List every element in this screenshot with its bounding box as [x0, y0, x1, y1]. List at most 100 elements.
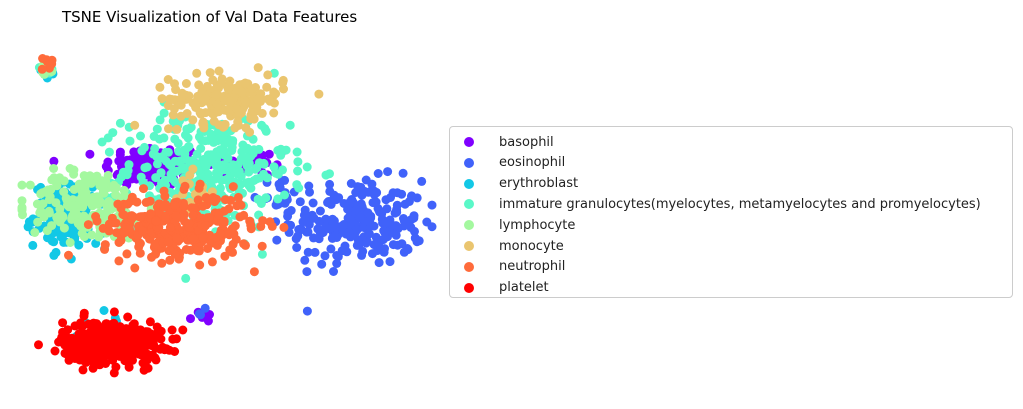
data-point	[65, 238, 75, 247]
data-point	[324, 224, 334, 234]
data-point	[113, 199, 123, 209]
data-point	[309, 213, 319, 223]
data-point	[184, 91, 194, 101]
legend-marker	[464, 137, 474, 147]
data-point	[165, 223, 175, 232]
data-point	[159, 186, 169, 196]
legend-label: eosinophil	[499, 155, 566, 171]
data-point	[166, 169, 176, 179]
data-point	[56, 232, 66, 242]
data-point	[134, 341, 144, 351]
data-point	[397, 239, 407, 249]
data-point	[159, 108, 169, 118]
data-point	[126, 354, 136, 364]
data-point	[294, 225, 304, 234]
data-point	[259, 159, 269, 169]
data-point	[30, 228, 40, 237]
legend-label: erythroblast	[499, 176, 579, 192]
data-point	[247, 84, 257, 94]
data-point	[103, 170, 113, 180]
legend: basophil eosinophil erythroblast immature g…	[449, 126, 1013, 298]
data-point	[385, 257, 395, 267]
data-point	[170, 201, 180, 210]
data-point	[119, 210, 129, 220]
data-point	[159, 133, 169, 143]
data-point	[383, 167, 393, 177]
data-point	[163, 237, 173, 247]
data-point	[59, 187, 69, 197]
data-point	[76, 318, 85, 328]
data-point	[209, 109, 219, 119]
data-point	[210, 197, 220, 207]
data-point	[195, 108, 205, 118]
data-point	[79, 308, 89, 318]
data-point	[155, 82, 165, 92]
data-point	[280, 175, 290, 185]
legend-entry: erythroblast	[460, 174, 578, 194]
data-point	[314, 89, 324, 99]
data-point	[253, 63, 263, 73]
data-point	[316, 229, 326, 239]
data-point	[33, 217, 43, 227]
legend-entry: eosinophil	[460, 153, 565, 173]
data-point	[211, 90, 221, 99]
data-point	[344, 228, 354, 238]
data-point	[292, 243, 302, 252]
series-monocyte	[130, 63, 324, 215]
data-point	[215, 229, 225, 239]
data-point	[280, 190, 289, 200]
data-point	[169, 104, 179, 114]
data-point	[127, 211, 137, 221]
legend-marker	[464, 282, 474, 293]
data-point	[179, 145, 189, 155]
data-point	[188, 234, 198, 244]
scatter-plot	[17, 54, 437, 378]
data-point	[271, 89, 281, 99]
legend-marker	[464, 199, 474, 210]
legend-entry: lymphocyte	[460, 215, 575, 235]
data-point	[111, 183, 121, 193]
data-point	[167, 95, 177, 104]
data-point	[252, 163, 262, 173]
data-point	[150, 144, 160, 154]
data-point	[151, 216, 161, 226]
data-point	[324, 197, 333, 206]
data-point	[130, 120, 140, 130]
data-point	[188, 210, 198, 220]
data-point	[51, 198, 61, 208]
data-point	[171, 211, 181, 221]
data-point	[69, 201, 79, 211]
data-point	[114, 256, 124, 266]
data-point	[163, 75, 173, 84]
data-point	[190, 100, 200, 110]
series-platelet	[34, 307, 188, 378]
legend-label: monocyte	[499, 238, 564, 254]
data-point	[49, 250, 59, 260]
data-point	[392, 188, 402, 198]
data-point	[209, 151, 219, 161]
data-point	[49, 164, 59, 173]
data-point	[294, 183, 304, 193]
data-point	[308, 198, 318, 208]
data-point	[302, 162, 312, 172]
data-point	[293, 166, 303, 176]
data-point	[150, 239, 160, 249]
data-point	[25, 180, 35, 190]
data-point	[427, 200, 437, 210]
data-point	[45, 60, 55, 70]
data-point	[246, 220, 256, 230]
data-point	[141, 197, 151, 207]
data-point	[220, 195, 230, 205]
data-point	[285, 120, 295, 130]
data-point	[124, 362, 134, 372]
legend-marker	[464, 261, 474, 272]
data-point	[136, 131, 145, 141]
data-point	[245, 127, 255, 137]
legend-entry: platelet	[460, 278, 549, 298]
data-point	[156, 334, 166, 344]
data-point	[147, 252, 156, 262]
data-point	[197, 135, 207, 145]
legend-marker	[464, 178, 474, 189]
data-point	[111, 218, 121, 228]
data-point	[300, 205, 310, 215]
